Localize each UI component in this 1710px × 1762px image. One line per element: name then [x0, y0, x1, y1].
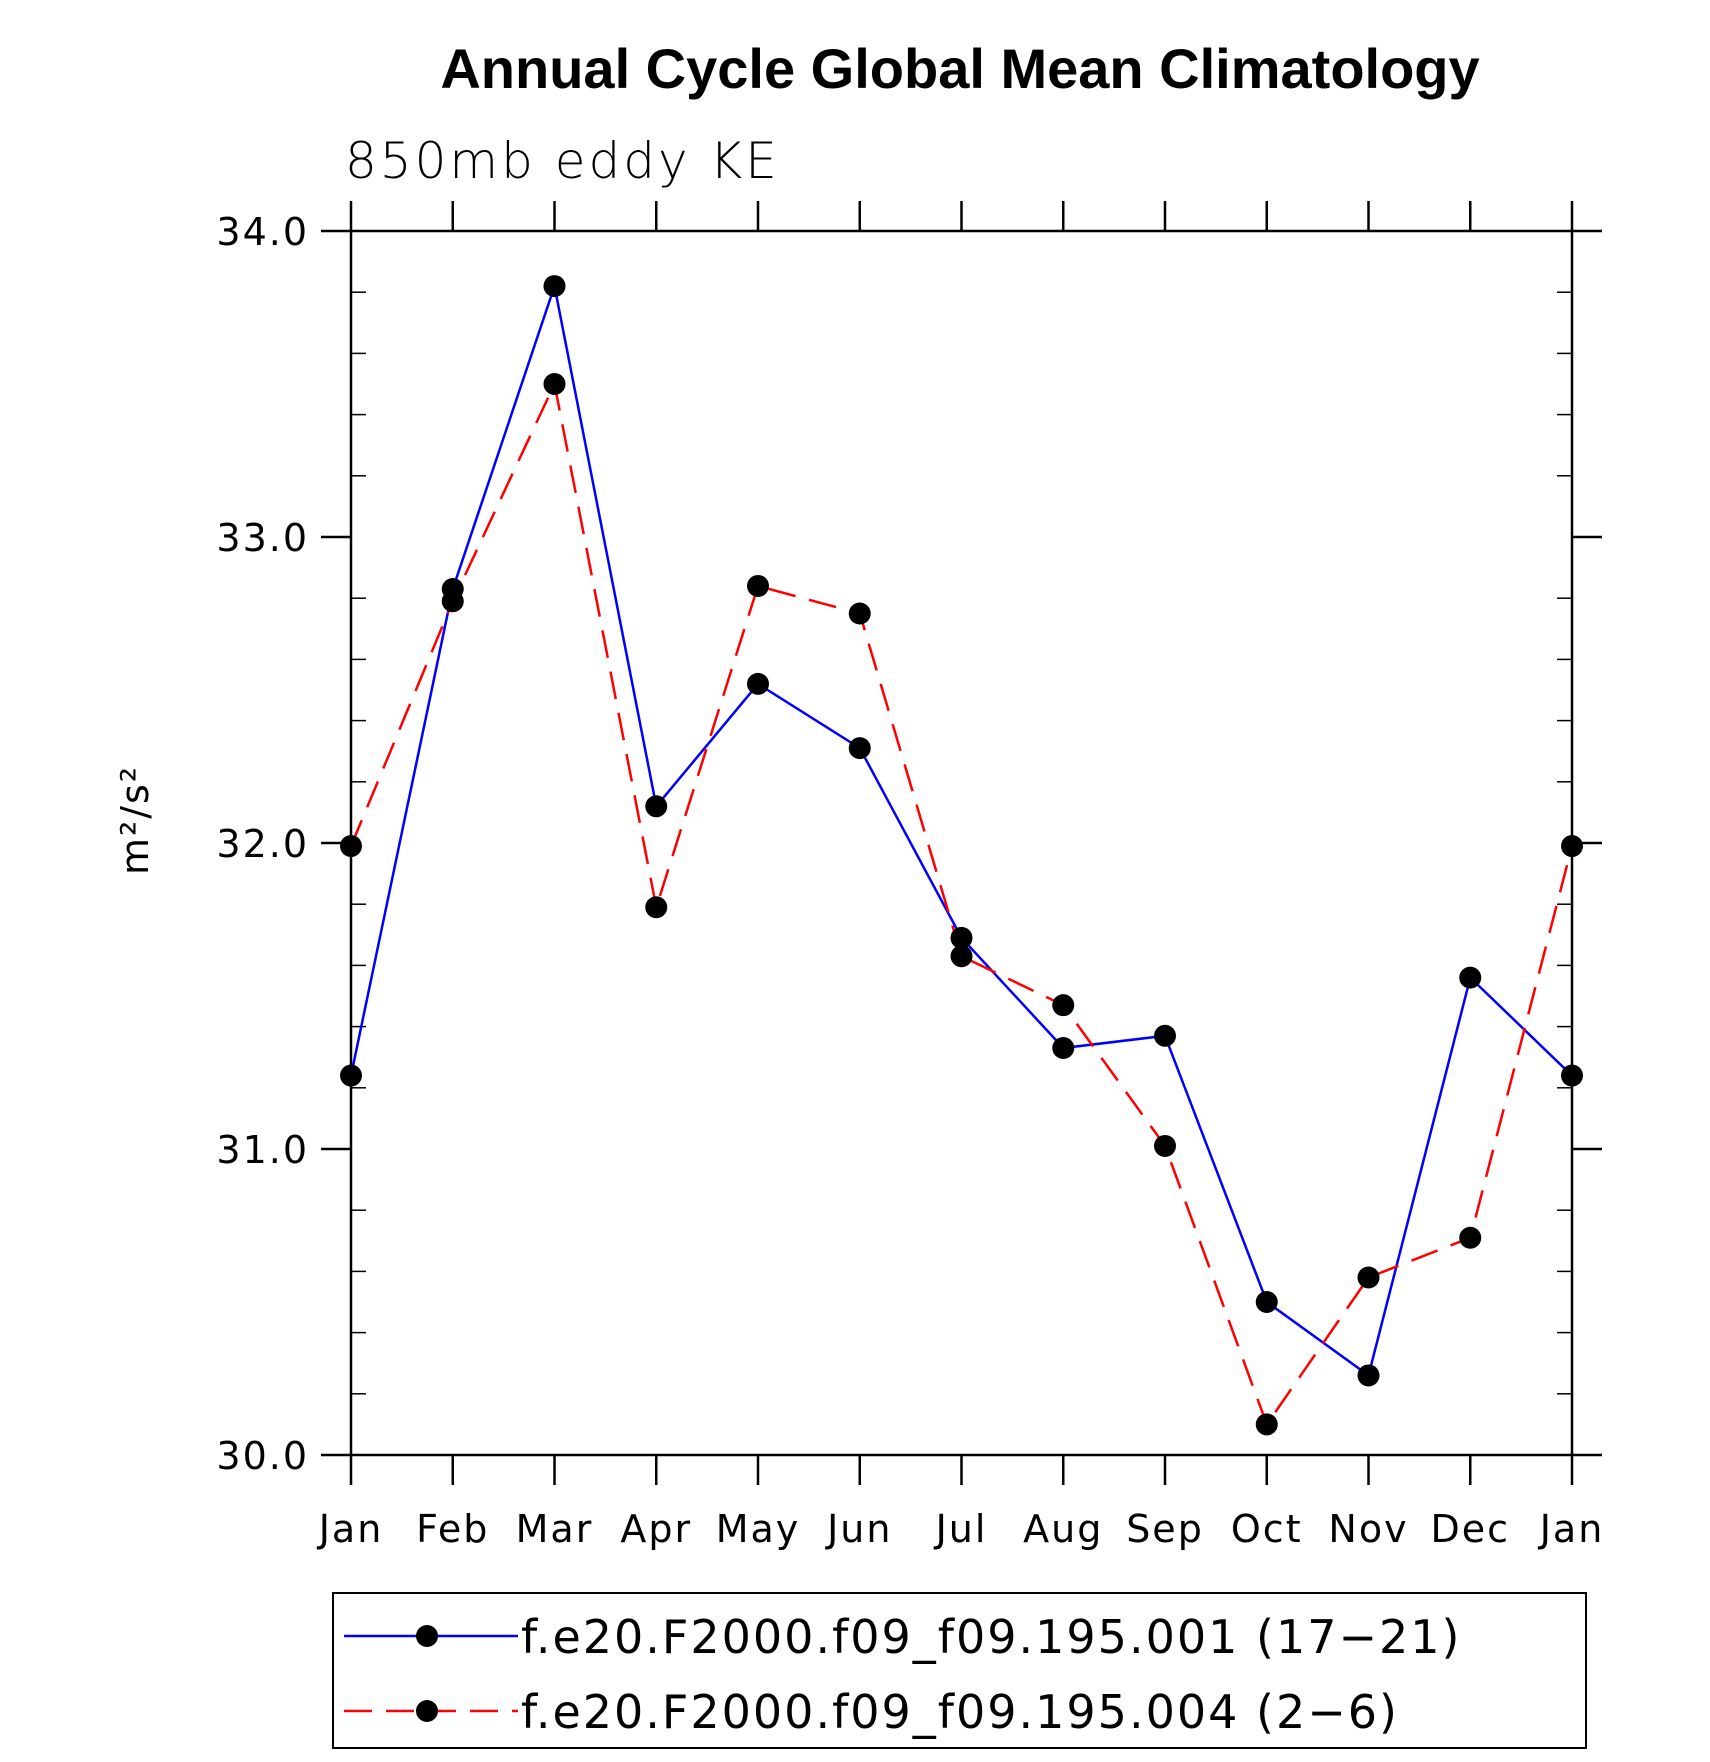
data-point-series-1 [1255, 1291, 1278, 1313]
y-tick-label: 31.0 [216, 1128, 309, 1172]
data-point-series-1 [747, 672, 769, 695]
data-point-series-1 [848, 737, 871, 760]
data-point-series-1 [1052, 1037, 1075, 1060]
legend-box [332, 1592, 1587, 1749]
legend-label-2: f.e20.F2000.f09_f09.195.004 (2−6) [521, 1685, 1399, 1739]
data-point-series-1 [1357, 1364, 1380, 1387]
legend: f.e20.F2000.f09_f09.195.001 (17−21) f.e20… [332, 1592, 1587, 1749]
data-point-series-2 [747, 574, 769, 597]
y-tick-label: 32.0 [216, 822, 309, 866]
x-tick-label: May [716, 1507, 801, 1551]
data-point-series-1 [543, 275, 566, 298]
x-tick-label: Oct [1231, 1507, 1303, 1551]
y-tick-label: 34.0 [216, 210, 309, 254]
series-line-2 [349, 379, 1574, 1428]
axis-ticks [321, 201, 1602, 1485]
y-tick-label: 30.0 [216, 1434, 309, 1478]
x-tick-label: Nov [1328, 1507, 1408, 1551]
data-point-series-2 [1052, 994, 1075, 1017]
data-point-series-1 [340, 1064, 362, 1087]
data-point-series-2 [1561, 835, 1583, 858]
y-axis-label: m²/s² [113, 765, 157, 875]
data-point-series-2 [950, 945, 973, 968]
plot-frame [349, 229, 1574, 1457]
x-tick-label: Sep [1126, 1507, 1204, 1551]
x-tick-label: Jun [825, 1507, 892, 1551]
data-point-series-1 [950, 926, 973, 949]
data-point-series-1 [1154, 1024, 1176, 1047]
x-tick-label: Apr [620, 1507, 692, 1551]
data-point-series-1 [1459, 966, 1482, 989]
legend-label-1: f.e20.F2000.f09_f09.195.001 (17−21) [521, 1610, 1462, 1664]
legend-marker-1 [416, 1625, 438, 1647]
chart-subtitle: 850mb eddy KE [345, 132, 780, 190]
x-tick-label: Jan [1538, 1507, 1605, 1551]
data-point-series-2 [340, 835, 362, 858]
x-tick-label: Feb [416, 1507, 489, 1551]
data-point-series-2 [1255, 1413, 1278, 1436]
y-tick-label: 33.0 [216, 516, 309, 560]
x-tick-label: Jan [317, 1507, 384, 1551]
legend-marker-2 [416, 1700, 438, 1722]
x-tick-label: Dec [1430, 1507, 1510, 1551]
series-layer [340, 275, 1583, 1436]
plot-border [349, 229, 1574, 1457]
x-tick-label: Jul [934, 1507, 988, 1551]
series-line-1 [349, 281, 1573, 1378]
data-point-series-2 [848, 602, 871, 625]
chart-title: Annual Cycle Global Mean Climatology [440, 37, 1479, 100]
data-point-series-2 [441, 590, 464, 613]
data-point-series-2 [543, 373, 566, 395]
data-point-series-2 [1357, 1266, 1380, 1289]
data-point-series-2 [1154, 1134, 1176, 1157]
axis-tick-labels: Jan Feb Mar Apr May Jun Jul Aug Sep Oct Nov Dec Jan3… [216, 210, 1605, 1551]
data-point-series-2 [1459, 1226, 1482, 1249]
x-tick-label: Aug [1023, 1507, 1103, 1551]
data-point-series-1 [645, 795, 668, 818]
x-tick-label: Mar [516, 1507, 594, 1551]
data-point-series-2 [645, 896, 668, 919]
data-point-series-1 [1561, 1064, 1583, 1087]
